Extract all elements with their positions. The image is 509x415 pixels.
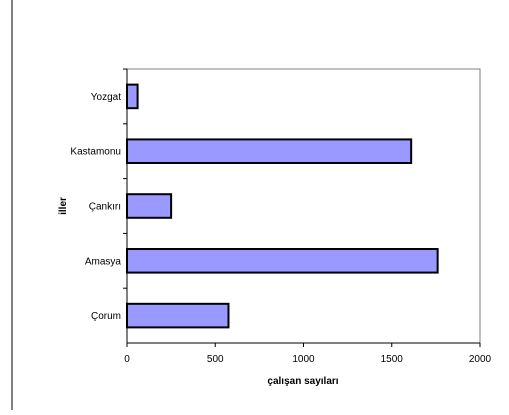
bar-2	[126, 193, 173, 219]
y-tick-label: Kastamonu	[70, 147, 121, 158]
bar-4	[126, 302, 230, 329]
y-tick-label: Çankırı	[89, 202, 121, 213]
bar-0	[126, 83, 139, 110]
y-axis-title: iller	[58, 197, 69, 215]
plot-area	[126, 68, 481, 344]
x-tick-label: 2000	[469, 354, 492, 365]
x-tick-label: 500	[207, 354, 224, 365]
x-tick-label: 1500	[381, 354, 404, 365]
y-tick-label: Çorum	[91, 311, 121, 322]
x-axis-title: çalışan sayıları	[267, 376, 338, 387]
bar-1	[126, 138, 413, 164]
bar-3	[126, 248, 439, 274]
x-tick-label: 0	[124, 354, 130, 365]
y-tick-label: Yozgat	[91, 92, 121, 103]
x-tick-label: 1000	[292, 354, 315, 365]
y-tick-label: Amasya	[85, 256, 122, 267]
